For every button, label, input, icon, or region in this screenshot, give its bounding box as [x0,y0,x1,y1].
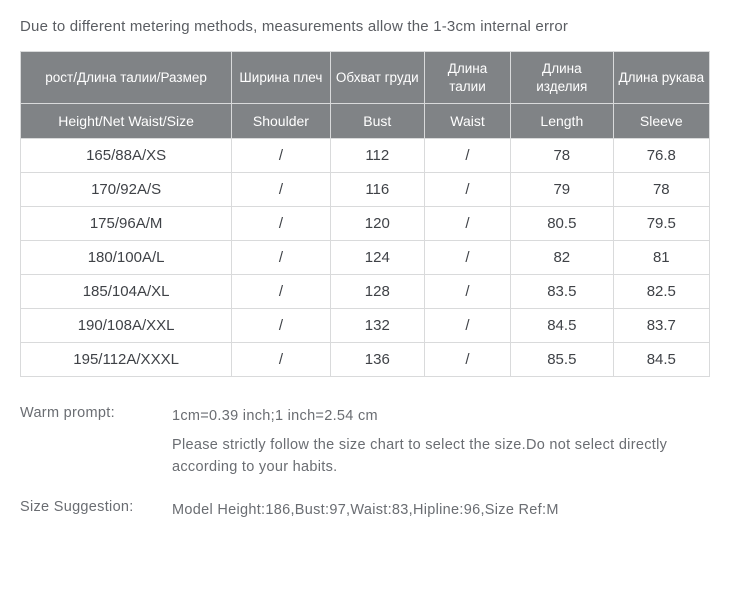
cell-sleeve: 83.7 [613,309,709,343]
cell-size: 180/100A/L [21,241,232,275]
size-chart-table: рост/Длина талии/Размер Ширина плеч Обхв… [20,51,710,377]
cell-shoulder: / [232,309,330,343]
cell-waist: / [424,309,510,343]
size-chart-body: 165/88A/XS / 112 / 78 76.8 170/92A/S / 1… [21,139,710,377]
th-sleeve-ru: Длина рукава [613,52,709,104]
cell-shoulder: / [232,275,330,309]
cell-bust: 132 [330,309,424,343]
table-row: 180/100A/L / 124 / 82 81 [21,241,710,275]
warm-prompt-line1: 1cm=0.39 inch;1 inch=2.54 cm [172,405,710,427]
table-row: 175/96A/M / 120 / 80.5 79.5 [21,207,710,241]
cell-length: 79 [511,173,614,207]
cell-sleeve: 79.5 [613,207,709,241]
cell-bust: 112 [330,139,424,173]
cell-sleeve: 76.8 [613,139,709,173]
th-bust-en: Bust [330,104,424,139]
warm-prompt-label: Warm prompt: [20,405,172,427]
cell-length: 83.5 [511,275,614,309]
cell-bust: 124 [330,241,424,275]
cell-shoulder: / [232,139,330,173]
cell-sleeve: 84.5 [613,343,709,377]
th-length-en: Length [511,104,614,139]
cell-waist: / [424,275,510,309]
cell-shoulder: / [232,343,330,377]
th-size-en: Height/Net Waist/Size [21,104,232,139]
th-shoulder-en: Shoulder [232,104,330,139]
cell-size: 170/92A/S [21,173,232,207]
table-row: 165/88A/XS / 112 / 78 76.8 [21,139,710,173]
table-row: 185/104A/XL / 128 / 83.5 82.5 [21,275,710,309]
warm-prompt-line2: Please strictly follow the size chart to… [172,434,710,479]
cell-size: 165/88A/XS [21,139,232,173]
cell-length: 85.5 [511,343,614,377]
cell-length: 84.5 [511,309,614,343]
cell-size: 185/104A/XL [21,275,232,309]
cell-sleeve: 81 [613,241,709,275]
size-suggestion-label: Size Suggestion: [20,499,172,521]
cell-size: 175/96A/M [21,207,232,241]
table-row: 170/92A/S / 116 / 79 78 [21,173,710,207]
th-waist-ru: Длина талии [424,52,510,104]
th-bust-ru: Обхват груди [330,52,424,104]
cell-waist: / [424,241,510,275]
cell-length: 82 [511,241,614,275]
measurement-note: Due to different metering methods, measu… [20,18,710,35]
cell-shoulder: / [232,207,330,241]
cell-waist: / [424,343,510,377]
cell-bust: 120 [330,207,424,241]
cell-waist: / [424,139,510,173]
cell-bust: 136 [330,343,424,377]
cell-bust: 116 [330,173,424,207]
table-header-ru: рост/Длина талии/Размер Ширина плеч Обхв… [21,52,710,104]
th-shoulder-ru: Ширина плеч [232,52,330,104]
table-row: 190/108A/XXL / 132 / 84.5 83.7 [21,309,710,343]
th-size-ru: рост/Длина талии/Размер [21,52,232,104]
cell-sleeve: 78 [613,173,709,207]
cell-shoulder: / [232,241,330,275]
cell-bust: 128 [330,275,424,309]
table-row: 195/112A/XXXL / 136 / 85.5 84.5 [21,343,710,377]
cell-waist: / [424,173,510,207]
size-suggestion-text: Model Height:186,Bust:97,Waist:83,Hiplin… [172,499,710,521]
th-length-ru: Длина изделия [511,52,614,104]
cell-waist: / [424,207,510,241]
table-header-en: Height/Net Waist/Size Shoulder Bust Wais… [21,104,710,139]
cell-size: 190/108A/XXL [21,309,232,343]
spacer [20,434,172,479]
cell-length: 80.5 [511,207,614,241]
cell-size: 195/112A/XXXL [21,343,232,377]
cell-sleeve: 82.5 [613,275,709,309]
cell-shoulder: / [232,173,330,207]
cell-length: 78 [511,139,614,173]
th-waist-en: Waist [424,104,510,139]
th-sleeve-en: Sleeve [613,104,709,139]
